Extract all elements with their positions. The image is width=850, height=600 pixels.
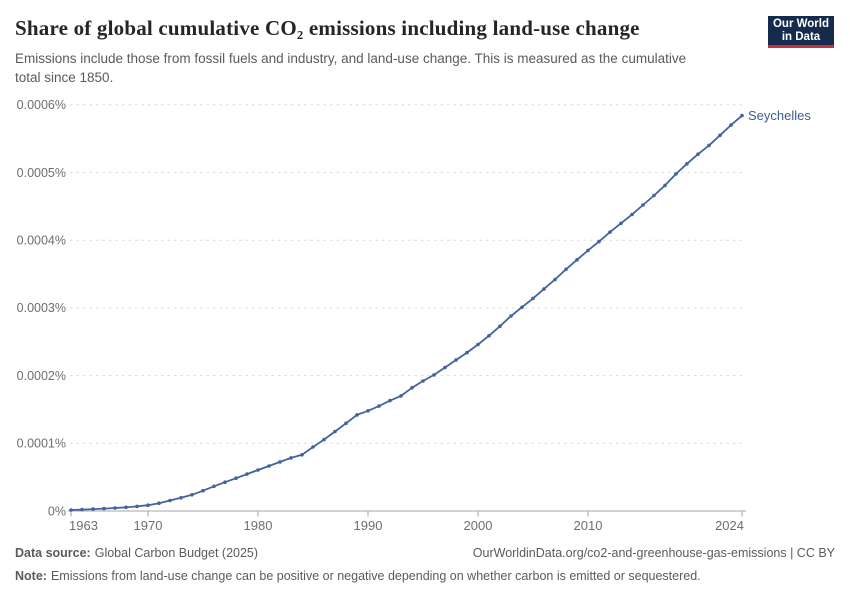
data-point[interactable] bbox=[652, 193, 656, 198]
y-tick-label: 0.0002% bbox=[17, 369, 66, 383]
data-point[interactable] bbox=[223, 480, 227, 485]
data-point[interactable] bbox=[388, 398, 392, 403]
data-point[interactable] bbox=[630, 212, 634, 217]
data-point[interactable] bbox=[729, 123, 733, 127]
data-point[interactable] bbox=[575, 258, 579, 262]
data-point[interactable] bbox=[553, 277, 557, 282]
data-point[interactable] bbox=[278, 460, 282, 464]
data-point[interactable] bbox=[498, 324, 502, 329]
data-point[interactable] bbox=[333, 429, 337, 434]
chart-subtitle: Emissions include those from fossil fuel… bbox=[15, 51, 687, 85]
y-tick-label: 0.0005% bbox=[17, 166, 66, 180]
owid-logo-line2: in Data bbox=[781, 30, 821, 43]
data-point[interactable] bbox=[476, 342, 480, 347]
footer: Data source: Global Carbon Budget (2025) … bbox=[15, 546, 835, 560]
data-point[interactable] bbox=[685, 161, 689, 166]
data-point[interactable] bbox=[696, 152, 700, 156]
data-point[interactable] bbox=[355, 413, 359, 417]
x-tick-label: 1970 bbox=[134, 518, 163, 533]
data-point[interactable] bbox=[465, 350, 469, 355]
data-point[interactable] bbox=[289, 456, 293, 460]
data-source-label: Data source: bbox=[15, 546, 91, 560]
x-tick-label: 2010 bbox=[574, 518, 603, 533]
y-tick-label: 0% bbox=[48, 504, 66, 518]
data-point[interactable] bbox=[586, 248, 590, 253]
x-tick-label: 1963 bbox=[69, 518, 98, 533]
data-point[interactable] bbox=[245, 472, 249, 476]
series-line-seychelles[interactable] bbox=[70, 114, 743, 511]
data-point[interactable] bbox=[146, 503, 150, 508]
data-point[interactable] bbox=[443, 365, 447, 370]
y-tick-label: 0.0004% bbox=[17, 234, 66, 248]
data-point[interactable] bbox=[531, 296, 535, 301]
x-tick-label: 1990 bbox=[354, 518, 383, 533]
x-tick-label: 1980 bbox=[244, 518, 273, 533]
data-point[interactable] bbox=[399, 394, 403, 398]
data-point[interactable] bbox=[564, 267, 568, 272]
data-point[interactable] bbox=[707, 143, 711, 148]
data-point[interactable] bbox=[135, 504, 139, 509]
owid-logo[interactable]: Our World in Data bbox=[768, 16, 834, 48]
data-source-line: Data source: Global Carbon Budget (2025) bbox=[15, 546, 258, 560]
data-point[interactable] bbox=[201, 488, 205, 493]
y-tick-label: 0.0001% bbox=[17, 437, 66, 451]
data-point[interactable] bbox=[619, 221, 623, 226]
series-label-seychelles[interactable]: Seychelles bbox=[748, 108, 811, 123]
data-point[interactable] bbox=[300, 453, 304, 457]
data-point[interactable] bbox=[212, 484, 216, 489]
data-point[interactable] bbox=[234, 476, 238, 481]
data-point[interactable] bbox=[366, 409, 370, 413]
data-point[interactable] bbox=[740, 113, 744, 118]
data-point[interactable] bbox=[674, 172, 678, 176]
data-point[interactable] bbox=[344, 421, 348, 426]
data-point[interactable] bbox=[641, 203, 645, 207]
data-point[interactable] bbox=[377, 404, 381, 408]
data-point[interactable] bbox=[157, 501, 161, 506]
data-point[interactable] bbox=[113, 506, 117, 510]
data-point[interactable] bbox=[542, 287, 546, 291]
note-label: Note: bbox=[15, 569, 47, 583]
data-point[interactable] bbox=[168, 498, 172, 503]
data-point[interactable] bbox=[179, 496, 183, 500]
data-point[interactable] bbox=[256, 468, 260, 472]
data-point[interactable] bbox=[102, 506, 106, 511]
data-point[interactable] bbox=[91, 507, 95, 511]
data-point[interactable] bbox=[663, 183, 667, 188]
data-point[interactable] bbox=[432, 373, 436, 377]
footer-link[interactable]: OurWorldinData.org/co2-and-greenhouse-ga… bbox=[472, 546, 835, 560]
data-point[interactable] bbox=[454, 358, 458, 362]
data-point[interactable] bbox=[322, 437, 326, 442]
note-text: Emissions from land-use change can be po… bbox=[50, 569, 701, 583]
data-point[interactable] bbox=[597, 239, 601, 244]
x-tick-label: 2024 bbox=[715, 518, 744, 533]
data-point[interactable] bbox=[69, 508, 73, 512]
data-point[interactable] bbox=[487, 333, 491, 338]
page-title: Share of global cumulative CO₂ emissions… bbox=[15, 16, 640, 40]
data-source-value[interactable]: Global Carbon Budget (2025) bbox=[94, 546, 259, 560]
owid-logo-line1: Our World bbox=[772, 17, 829, 30]
data-point[interactable] bbox=[520, 305, 524, 310]
y-tick-label: 0.0006% bbox=[17, 98, 66, 112]
data-point[interactable] bbox=[509, 314, 513, 318]
data-point[interactable] bbox=[421, 379, 425, 383]
data-point[interactable] bbox=[267, 464, 271, 468]
data-point[interactable] bbox=[608, 230, 612, 234]
data-point[interactable] bbox=[124, 505, 128, 510]
data-point[interactable] bbox=[311, 445, 315, 449]
y-tick-label: 0.0003% bbox=[17, 301, 66, 315]
data-point[interactable] bbox=[80, 507, 84, 512]
x-tick-label: 2000 bbox=[464, 518, 493, 533]
data-point[interactable] bbox=[190, 493, 194, 497]
footer-note: Note: Emissions from land-use change can … bbox=[15, 569, 835, 583]
data-point[interactable] bbox=[718, 133, 722, 138]
data-point[interactable] bbox=[410, 386, 414, 390]
